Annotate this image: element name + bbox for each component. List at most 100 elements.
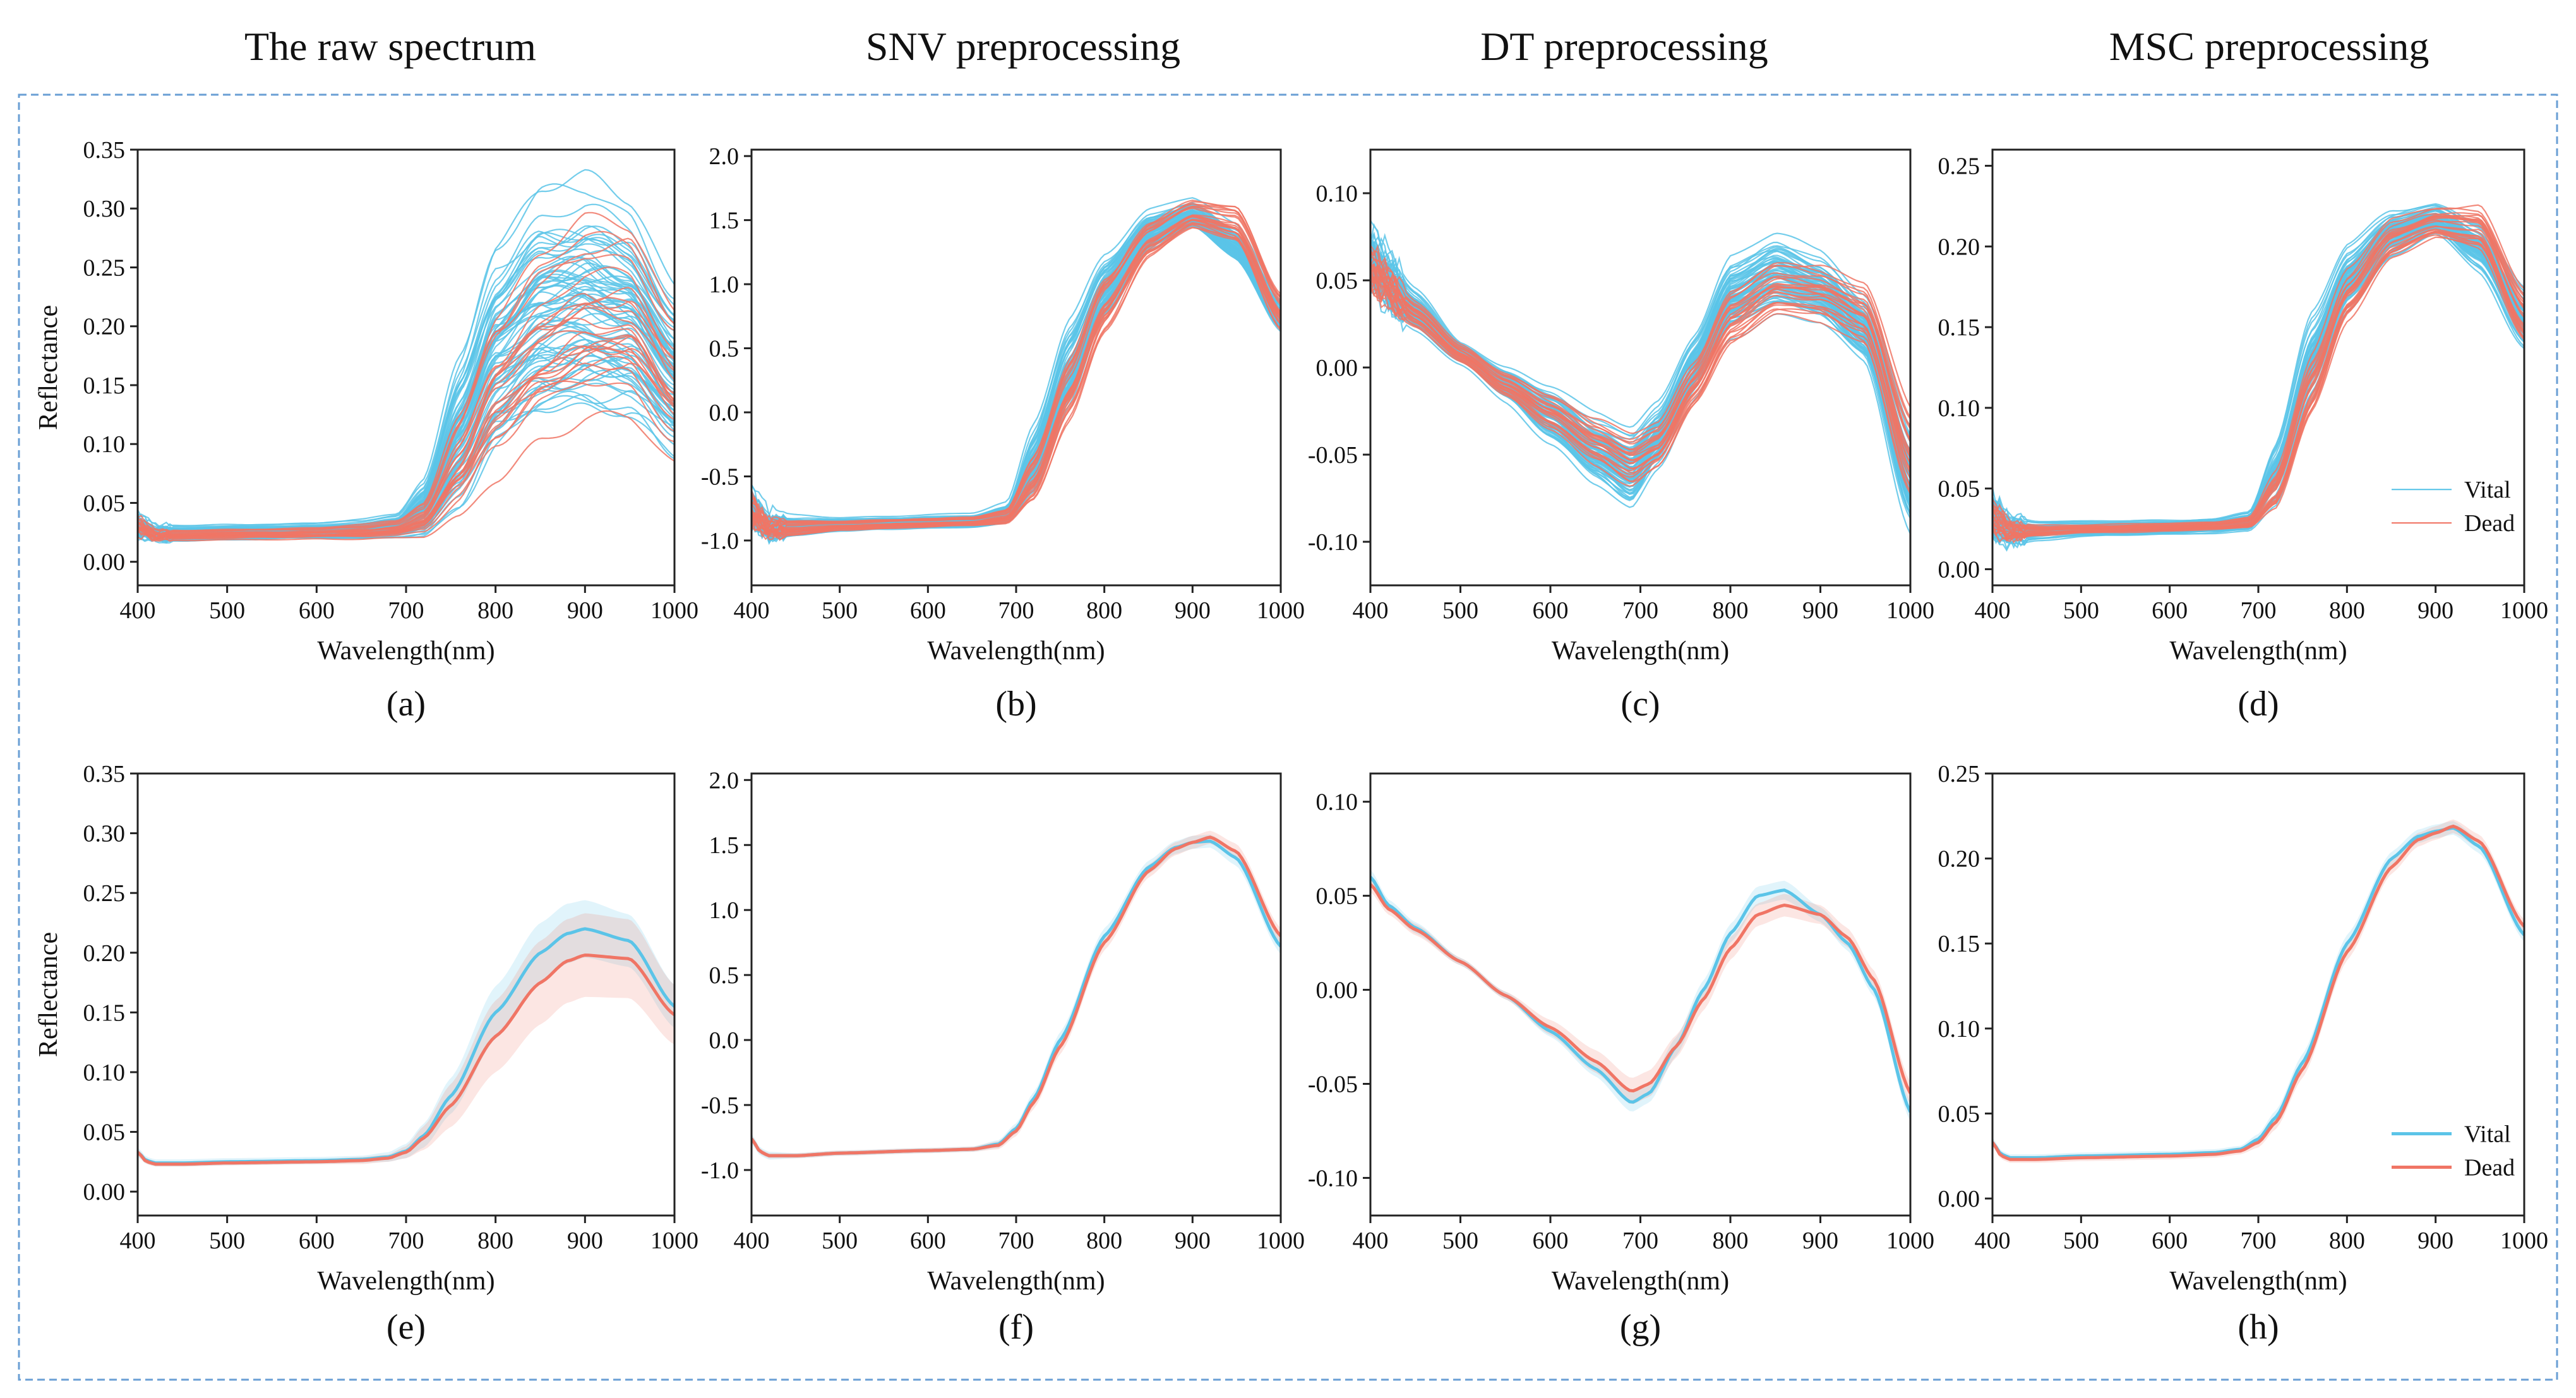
panel-d: 400 500 600 700 800 900 1000 0.00 0.05 0.10 0.15 0.… [1938,148,2548,724]
std-band-dead [1370,876,1910,1105]
panel-subtitle: (c) [1620,684,1660,724]
spectrum-line-vital [138,230,674,533]
mean-line-dead [1370,883,1910,1094]
spectrum-line-vital [1992,219,2524,539]
x-tick-label: 1000 [2500,597,2548,624]
x-tick-label: 1000 [650,1228,698,1254]
x-tick-label: 400 [734,597,770,624]
column-title-raw: The raw spectrum [244,24,536,69]
x-tick-label: 400 [734,1228,770,1254]
spectrum-line-dead [1992,219,2524,535]
spectrum-line-dead [752,201,1281,526]
spectrum-line-vital [138,275,674,535]
y-tick-label: 0.30 [83,821,126,847]
x-tick-label: 800 [1086,1228,1122,1254]
x-tick-label: 700 [388,597,424,624]
plot-area-c [1370,220,1910,535]
spectrum-line-vital [138,285,674,537]
plot-area-d [1992,203,2524,552]
spectrum-line-dead [1370,244,1910,434]
spectrum-line-vital [1992,215,2524,534]
spectrum-line-dead [1370,266,1910,462]
spectrum-line-dead [1992,204,2524,529]
spectrum-line-dead [138,293,674,537]
y-tick-label: 0.00 [1316,977,1358,1004]
x-tick-label: 800 [1713,1228,1749,1254]
x-axis-label: Wavelength(nm) [317,636,494,666]
x-tick-label: 400 [120,597,156,624]
spectrum-line-vital [1992,216,2524,535]
spectrum-line-vital [138,291,674,535]
x-axis-label: Wavelength(nm) [2169,636,2347,666]
spectrum-line-vital [138,249,674,532]
x-tick-label: 400 [120,1228,156,1254]
y-tick-label: 2.0 [709,143,740,170]
x-tick-label: 800 [1713,597,1749,624]
x-tick-label: 500 [209,597,245,624]
x-tick-label: 900 [1802,597,1838,624]
y-tick-label: 0.05 [83,490,126,517]
x-tick-label: 600 [910,597,946,624]
plot-area-a [138,169,674,544]
std-band-dead [752,830,1281,1159]
y-tick-label: -0.10 [1308,1165,1358,1192]
spectrum-line-dead [1992,215,2524,533]
spectrum-line-dead [1992,215,2524,531]
y-tick-label: 0.05 [1316,883,1358,910]
x-tick-label: 1000 [1257,1228,1305,1254]
x-tick-label: 500 [822,597,858,624]
spectrum-line-dead [1370,265,1910,451]
spectrum-line-vital [752,205,1281,523]
spectrum-line-dead [1370,257,1910,453]
spectrum-line-vital [138,303,674,536]
spectrum-line-vital [138,248,674,533]
panel-a: 400 500 600 700 800 900 1000 0.00 0.05 0.10 0.15 0.… [34,137,698,724]
y-tick-label: 0.00 [83,549,126,576]
y-tick-label: -0.5 [701,1092,739,1119]
x-tick-label: 800 [2329,597,2365,624]
spectrum-line-vital [1992,208,2524,530]
y-tick-label: -1.0 [701,528,739,554]
y-tick-label: 0.10 [83,431,126,458]
spectrum-line-dead [1992,207,2524,530]
spectrum-line-vital [1992,215,2524,537]
spectrum-line-dead [138,345,674,540]
y-tick-label: 2.0 [709,767,740,794]
y-tick-label: 0.10 [1316,181,1358,207]
x-tick-label: 600 [299,597,335,624]
y-tick-label: 0.20 [1938,846,1980,873]
x-tick-label: 600 [910,1228,946,1254]
y-tick-label: 0.30 [83,196,126,222]
y-tick-label: 0.05 [1316,268,1358,294]
spectrum-line-dead [752,207,1281,531]
spectrum-line-dead [1370,268,1910,470]
y-tick-label: 0.00 [83,1179,126,1205]
spectrum-line-vital [1992,217,2524,535]
spectrum-line-dead [1992,215,2524,532]
spectrum-line-vital [1992,203,2524,523]
x-tick-label: 500 [2063,597,2099,624]
spectrum-line-dead [1992,225,2524,535]
x-tick-label: 600 [299,1228,335,1254]
y-tick-label: 0.10 [1938,395,1980,422]
figure-frame [18,93,2558,1381]
y-tick-label: 0.25 [1938,761,1980,787]
x-tick-label: 900 [2417,597,2453,624]
x-axis-label: Wavelength(nm) [1552,636,1729,666]
mean-line-dead [752,835,1281,1157]
spectrum-line-dead [138,287,674,537]
y-tick-label: 0.05 [1938,1101,1980,1127]
y-tick-label: 0.0 [709,400,740,426]
spectrum-line-vital [752,202,1281,524]
x-tick-label: 500 [2063,1228,2099,1254]
legend: Vital Dead [2392,1121,2515,1181]
spectrum-line-vital [1992,210,2524,532]
legend-label-vital: Vital [2464,1121,2511,1148]
std-band-dead [138,913,674,1167]
x-tick-label: 500 [209,1228,245,1254]
y-tick-label: -0.10 [1308,529,1358,556]
y-tick-label: 0.25 [83,254,126,281]
spectrum-line-vital [1992,210,2524,529]
x-tick-label: 600 [1533,1228,1569,1254]
spectrum-line-vital [1992,218,2524,536]
